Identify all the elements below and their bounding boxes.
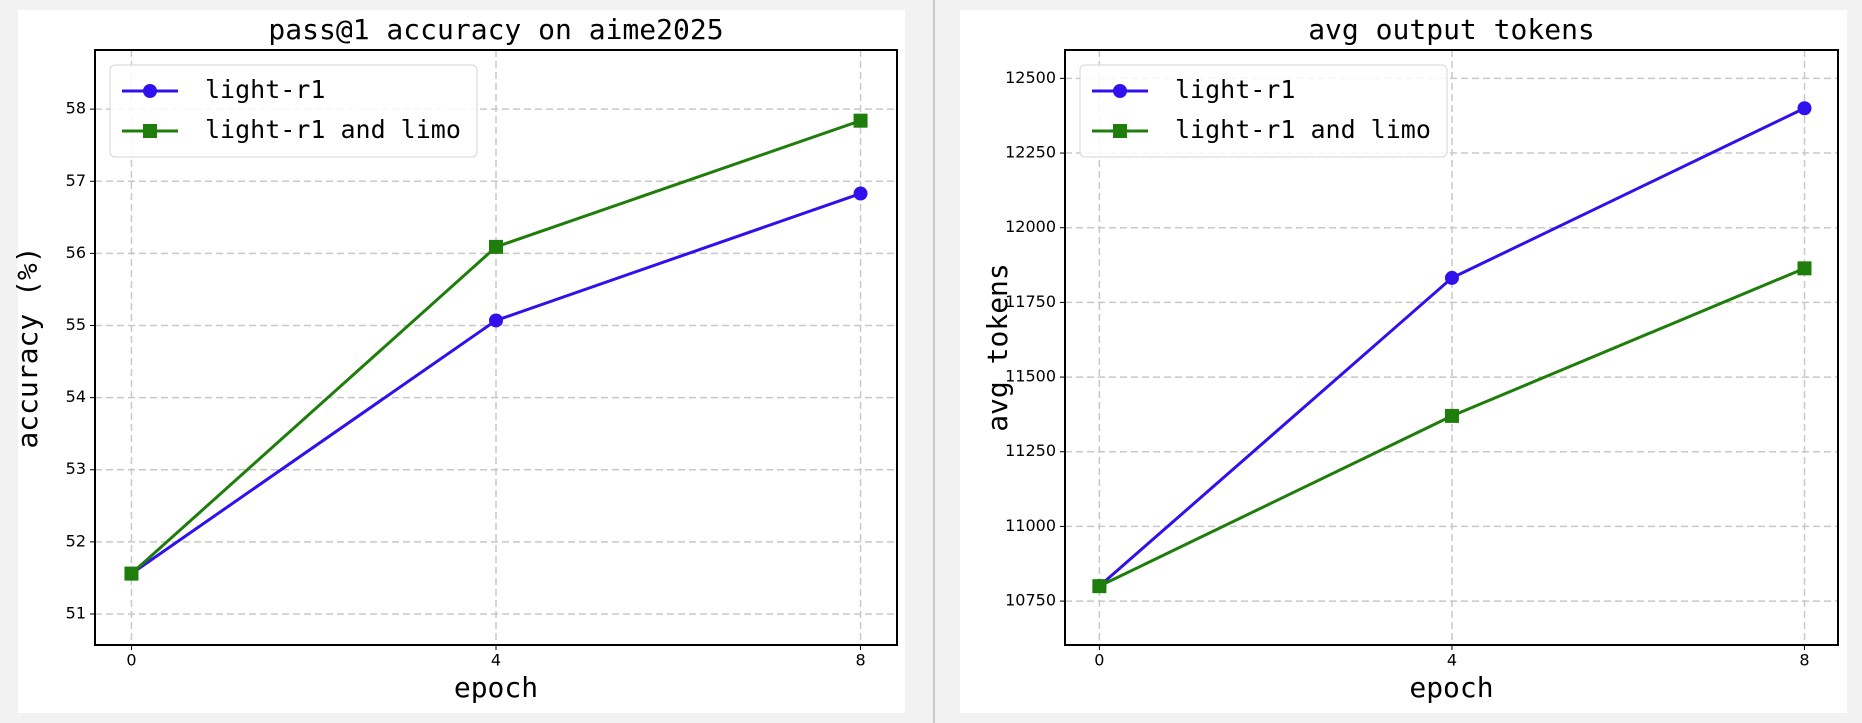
marker [489, 313, 503, 328]
y-tick-label: 54 [66, 387, 86, 406]
x-tick-label: 8 [1799, 651, 1809, 670]
y-tick-label: 12000 [1005, 217, 1056, 236]
legend [1079, 64, 1448, 158]
x-tick-label: 8 [855, 651, 865, 670]
plot-frame [94, 49, 898, 646]
legend-label: light-r1 and limo [1175, 115, 1431, 144]
y-tick-label: 12250 [1005, 143, 1056, 162]
marker [124, 566, 139, 581]
marker [1113, 124, 1127, 138]
y-tick-label: 58 [66, 99, 86, 118]
plot-frame [1064, 49, 1839, 646]
y-tick-label: 11250 [1005, 441, 1056, 460]
y-tick-label: 11500 [1005, 367, 1056, 386]
y-tick-label: 10750 [1005, 591, 1056, 610]
marker [1092, 579, 1107, 594]
y-axis-label: avg tokens [981, 263, 1014, 432]
chart-title: avg output tokens [1308, 13, 1595, 46]
y-tick-label: 53 [66, 459, 86, 478]
y-tick-label: 11750 [1005, 292, 1056, 311]
chart-title: pass@1 accuracy on aime2025 [268, 13, 723, 46]
legend-label: light-r1 and limo [205, 115, 461, 144]
y-tick-label: 51 [66, 603, 86, 622]
marker [489, 239, 503, 254]
marker [853, 113, 868, 128]
marker [1444, 408, 1459, 423]
marker [1113, 84, 1127, 98]
y-tick-label: 56 [66, 243, 86, 262]
x-axis-label: epoch [454, 671, 538, 704]
marker [853, 186, 868, 201]
legend-label: light-r1 [205, 75, 325, 104]
legend [109, 64, 478, 158]
y-tick-label: 12500 [1005, 68, 1056, 87]
marker [143, 84, 157, 98]
y-tick-label: 52 [66, 531, 86, 550]
x-tick-label: 0 [126, 651, 136, 670]
legend-label: light-r1 [1175, 75, 1295, 104]
marker [1797, 261, 1812, 276]
x-tick-label: 0 [1094, 651, 1104, 670]
x-tick-label: 4 [491, 651, 501, 670]
y-tick-label: 55 [66, 315, 86, 334]
y-axis-label: accuracy (%) [11, 246, 44, 448]
x-axis-label: epoch [1409, 671, 1493, 704]
marker [143, 124, 157, 138]
x-tick-label: 4 [1447, 651, 1457, 670]
y-tick-label: 11000 [1005, 516, 1056, 535]
y-tick-label: 57 [66, 171, 86, 190]
marker [1797, 101, 1812, 116]
marker [1444, 270, 1459, 285]
